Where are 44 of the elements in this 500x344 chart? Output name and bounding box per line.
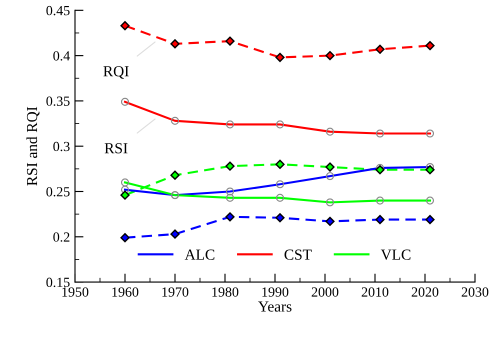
x-tick-label: 1970 (162, 287, 188, 297)
y-tick-label: 0.35 (46, 96, 70, 106)
point (225, 36, 235, 46)
x-axis-title: Years (258, 302, 292, 312)
y-tick-label: 0.25 (46, 187, 70, 197)
y-tick-label: 0.4 (53, 51, 70, 61)
y-tick-label: 0.15 (46, 278, 70, 288)
point (325, 216, 335, 226)
point (375, 214, 385, 224)
point (225, 212, 235, 222)
annotation: RSI (104, 143, 128, 154)
point (275, 213, 285, 222)
x-tick-label: 1950 (62, 287, 88, 297)
point (275, 52, 285, 62)
point (170, 170, 180, 180)
point (375, 44, 385, 54)
x-tick-label: 2020 (412, 287, 438, 297)
legend-label: ALC (184, 250, 214, 260)
point (425, 41, 435, 50)
x-tick-label: 2000 (312, 287, 338, 297)
point (120, 190, 130, 200)
point (425, 165, 435, 174)
point (225, 162, 235, 171)
point (170, 229, 180, 239)
y-axis-title: RSI and RQI (26, 106, 40, 186)
x-tick-label: 2030 (462, 287, 488, 297)
point (120, 233, 130, 242)
point (120, 21, 130, 30)
legend-label: CST (284, 250, 312, 260)
point (170, 39, 180, 48)
point (325, 50, 335, 60)
y-tick-label: 0.2 (53, 232, 70, 242)
point (375, 165, 385, 174)
annotation: RQI (103, 66, 129, 79)
point (275, 160, 285, 169)
point (325, 162, 335, 172)
x-tick-label: 2010 (362, 287, 388, 297)
y-tick-label: 0.3 (53, 142, 70, 152)
legend-label: VLC (380, 250, 410, 260)
x-tick-label: 1960 (112, 287, 138, 297)
x-tick-label: 1980 (212, 287, 238, 297)
x-tick-label: 1990 (262, 287, 288, 297)
point (425, 214, 435, 224)
y-tick-label: 0.45 (46, 6, 70, 16)
